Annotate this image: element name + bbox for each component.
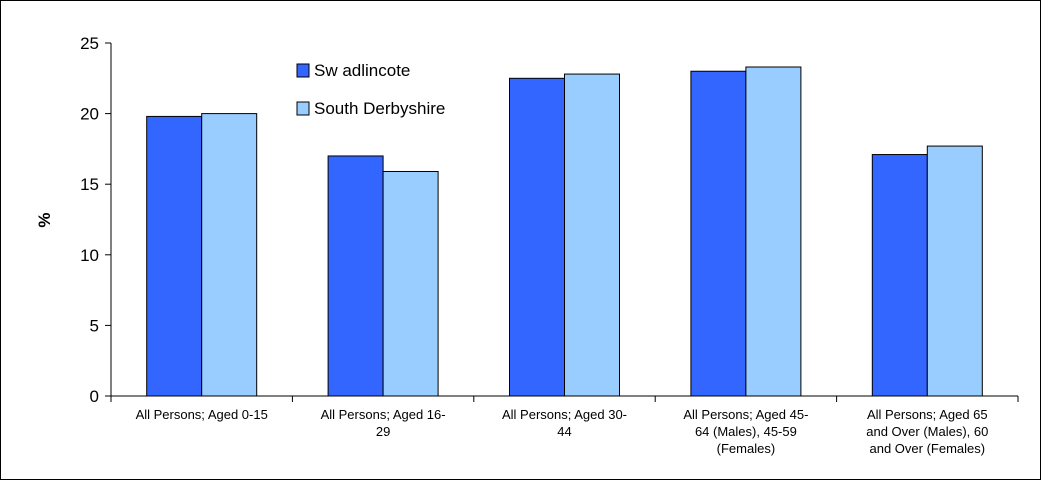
- category-label-line: 64 (Males), 45-59: [695, 424, 797, 439]
- category-label-line: All Persons; Aged 16-: [321, 407, 446, 422]
- category-label-line: 29: [376, 424, 390, 439]
- y-tick-label: 0: [90, 387, 99, 406]
- category-label-line: (Females): [717, 441, 776, 456]
- bar-swadlincote-1: [327, 155, 384, 397]
- category-label-line: All Persons; Aged 0-15: [136, 407, 268, 422]
- category-label-line: All Persons; Aged 45-: [683, 407, 808, 422]
- legend-label: Sw adlincote: [314, 61, 410, 80]
- y-tick-label: 20: [80, 105, 99, 124]
- legend: Sw adlincote South Derbyshire: [296, 61, 445, 118]
- category-label-line: All Persons; Aged 65: [867, 407, 988, 422]
- category-label-line: and Over (Females): [870, 441, 986, 456]
- y-axis-title: %: [35, 212, 54, 227]
- bar-swadlincote-0: [146, 115, 203, 397]
- bar-south-derbyshire-0: [201, 113, 258, 397]
- x-axis: [110, 395, 1019, 402]
- legend-swatch: [296, 63, 310, 78]
- category-label: All Persons; Aged 16- 29: [321, 407, 446, 439]
- bar-swadlincote-4: [871, 154, 928, 397]
- category-label: All Persons; Aged 45- 64 (Males), 45-59 (F…: [683, 407, 808, 456]
- legend-label: South Derbyshire: [314, 99, 445, 118]
- bar-south-derbyshire-1: [382, 170, 439, 397]
- bar-swadlincote-2: [509, 77, 565, 397]
- legend-swatch: [296, 101, 310, 116]
- y-tick-label: 10: [80, 246, 99, 265]
- category-label: All Persons; Aged 30- 44: [502, 407, 627, 439]
- bars: [146, 66, 983, 397]
- category-label-line: 44: [557, 424, 571, 439]
- category-label-line: All Persons; Aged 30-: [502, 407, 627, 422]
- bar-south-derbyshire-3: [745, 66, 802, 397]
- category-labels: All Persons; Aged 0-15 All Persons; Aged …: [136, 407, 989, 456]
- bar-south-derbyshire-2: [564, 73, 620, 397]
- y-axis: 0 5 10 15 20 25: [80, 34, 112, 406]
- bar-swadlincote-3: [690, 70, 747, 397]
- category-label: All Persons; Aged 0-15: [136, 407, 268, 422]
- y-tick-label: 15: [80, 175, 99, 194]
- category-label: All Persons; Aged 65 and Over (Males), 60…: [866, 407, 988, 456]
- y-tick-label: 5: [90, 316, 99, 335]
- bar-south-derbyshire-4: [926, 145, 983, 397]
- category-label-line: and Over (Males), 60: [866, 424, 988, 439]
- y-tick-label: 25: [80, 34, 99, 53]
